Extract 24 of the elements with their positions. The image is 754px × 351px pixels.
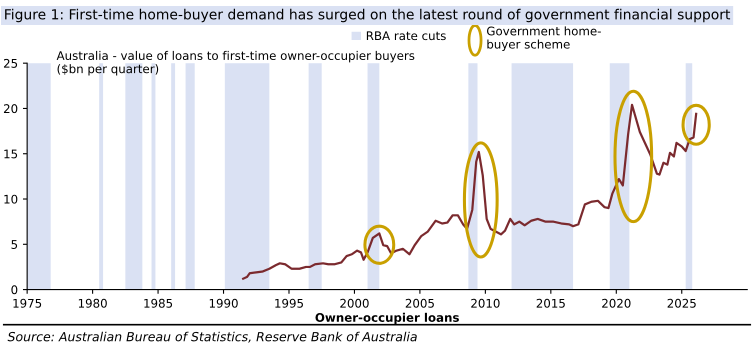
y-tick-label: 0 [11,285,18,294]
legend-label: RBA rate cuts [366,31,446,40]
text: Government home- buyer scheme [486,26,601,51]
x-tick-label: 2015 [536,298,565,308]
x-tick-label: 1985 [144,298,172,308]
y-tick-label: 20 [4,104,18,114]
y-tick-label: 15 [4,150,18,158]
x-tick-label: 2005 [406,298,434,308]
y-tick-label: 5 [12,240,18,249]
x-tick-label: 1990 [210,298,238,308]
line-series [242,104,698,280]
y-tick-label: 25 [4,58,18,68]
y-tick-label: 10 [4,194,18,204]
x-tick-label: 1975 [13,298,42,308]
chart-title: Figure 1: First-time home-buyer demand has surged on the latest round of government financial support [5,8,730,22]
x-tick-label: 2025 [668,298,696,308]
source-note: Source: Australian Bureau of Statistics, Reserve Bank of Australia [8,332,417,343]
x-tick-label: 2020 [602,298,631,308]
x-axis-title: Owner-occupier loans [315,312,459,324]
x-tick-label: 1995 [275,298,303,308]
x-tick-label: 2000 [340,298,369,308]
y-axis-title: Australia - value of loans to first-time owner-occupier buyers ($bn per quarter) [56,50,414,76]
x-tick-label: 1980 [78,298,107,308]
x-tick-label: 2010 [471,298,500,308]
